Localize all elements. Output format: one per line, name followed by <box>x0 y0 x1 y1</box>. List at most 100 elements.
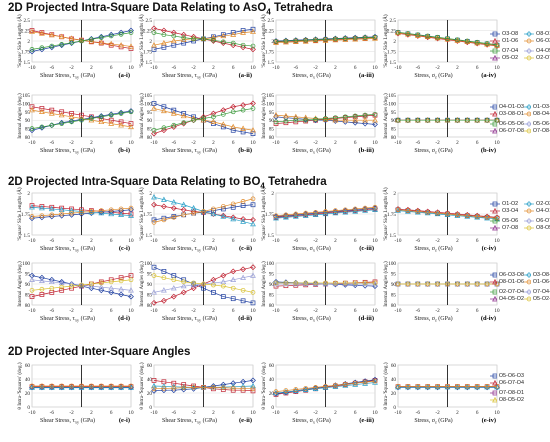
y-tick-label: 2 <box>393 191 396 197</box>
y-tick-label: 2.5 <box>390 18 397 24</box>
data-point <box>303 117 309 123</box>
data-point <box>181 382 187 387</box>
y-tick-label: 80 <box>391 303 397 309</box>
data-point <box>302 386 309 392</box>
data-point <box>128 109 134 115</box>
legend-label: O1-O6-O3 <box>532 278 550 285</box>
legend-item: O7-O8-O5 <box>524 128 550 134</box>
panel-label: (e-ii) <box>239 417 252 424</box>
data-point <box>151 42 157 48</box>
data-point <box>395 383 401 390</box>
data-point <box>49 43 55 49</box>
x-tick-label: -2 <box>313 140 318 146</box>
legend-item: O7-O4 <box>490 48 524 54</box>
legend-2: O1-O2 O2-O3 O3-O4 O4-O1 O5-O6 O6-O7 O7-O8 O8-O5 <box>490 200 550 231</box>
data-point <box>59 287 65 293</box>
legend-marker-shape <box>492 224 498 230</box>
data-point <box>283 112 289 119</box>
x-tick-label: 10 <box>372 308 378 314</box>
legend-label: O4-O5 <box>536 47 550 54</box>
data-point <box>250 290 256 295</box>
data-point <box>312 280 319 287</box>
data-point <box>108 31 115 38</box>
data-point <box>181 385 187 391</box>
legend-marker-shape <box>526 120 531 127</box>
data-point <box>444 36 451 42</box>
x-tick-label: 10 <box>494 238 500 244</box>
legend-marker-shape <box>492 396 497 402</box>
y-tick-label: 105 <box>266 93 274 99</box>
x-tick-label: 10 <box>372 238 378 244</box>
y-axis-title: 'Square' Side Lengths (Å) <box>381 187 389 241</box>
data-point <box>464 384 470 389</box>
legend-marker-shape <box>492 295 497 301</box>
legend-label: O5-O6-O3 <box>498 372 524 379</box>
data-point <box>425 117 431 123</box>
y-tick-label: 100 <box>266 101 274 107</box>
data-point <box>59 121 65 126</box>
data-point <box>342 280 349 287</box>
y-tick-label: 40 <box>391 377 397 383</box>
data-point <box>220 294 226 299</box>
data-point <box>342 36 348 41</box>
legend-marker-icon <box>524 217 534 224</box>
data-point <box>39 277 45 283</box>
legend-marker-shape <box>526 208 532 213</box>
data-point <box>464 281 470 287</box>
data-point <box>414 383 421 390</box>
legend-marker-icon <box>524 55 534 60</box>
data-point <box>180 289 187 296</box>
x-axis-title: Stress, σz (GPa) <box>414 245 452 253</box>
legend-marker-shape <box>526 225 532 230</box>
legend-label: O5-O6-O7 <box>532 120 550 127</box>
legend-label: O6-O7-O4 <box>498 379 524 386</box>
x-tick-label: -2 <box>69 65 74 71</box>
data-point <box>230 214 237 221</box>
series-line <box>275 37 376 43</box>
legend-item: O4-O1-O3 <box>490 104 524 110</box>
panel-label: (a-iv) <box>481 72 496 79</box>
data-point <box>89 116 94 121</box>
x-tick-label: 2 <box>90 65 93 71</box>
x-tick-label: 6 <box>354 65 357 71</box>
legend-marker-shape <box>526 103 531 110</box>
plot-d-iii: 80 85 90 95 100 -10 -6 -2 2 6 10 Stress, σx (GPa) (d… <box>260 261 378 323</box>
data-point <box>118 211 124 217</box>
y-tick-label: 0 <box>149 405 152 411</box>
data-point <box>362 280 368 286</box>
data-point <box>39 106 45 111</box>
data-point <box>273 389 279 394</box>
legend-label: O8-O1 <box>536 30 550 37</box>
x-tick-label: 2 <box>212 308 215 314</box>
data-point <box>191 210 196 216</box>
legend-marker-shape <box>492 48 498 53</box>
data-point <box>313 280 318 286</box>
plot-e-i: 0 20 40 60 -10 -6 -2 2 6 10 Shear Stress, τxy (GPa… <box>16 362 134 424</box>
data-point <box>161 269 167 274</box>
data-point <box>484 281 490 287</box>
y-tick-label: 1.5 <box>390 233 397 239</box>
data-point <box>170 293 177 300</box>
data-point <box>292 38 299 44</box>
legend-marker-shape <box>492 121 497 126</box>
x-tick-label: 2 <box>212 410 215 416</box>
y-tick-label: 80 <box>25 135 31 141</box>
data-point <box>405 31 411 36</box>
x-tick-label: -2 <box>191 65 196 71</box>
data-point <box>108 33 114 39</box>
legend-row: O7-O4 O4-O5 <box>490 47 550 54</box>
panel-label: (d-iii) <box>358 315 374 322</box>
data-point <box>39 292 45 297</box>
x-tick-label: 2 <box>334 140 337 146</box>
data-point <box>283 38 289 44</box>
data-point <box>464 213 471 219</box>
x-axis-title: Stress, σx (GPa) <box>292 245 331 253</box>
x-tick-label: -6 <box>416 65 421 71</box>
data-point <box>395 207 401 213</box>
legend-marker-shape <box>526 47 532 54</box>
y-tick-label: 1.75 <box>387 50 396 56</box>
legend-label: O2-O7 <box>536 54 550 61</box>
data-point <box>98 284 105 290</box>
y-tick-label: 80 <box>269 135 275 141</box>
legend-label: O7-O8-O5 <box>532 127 550 134</box>
